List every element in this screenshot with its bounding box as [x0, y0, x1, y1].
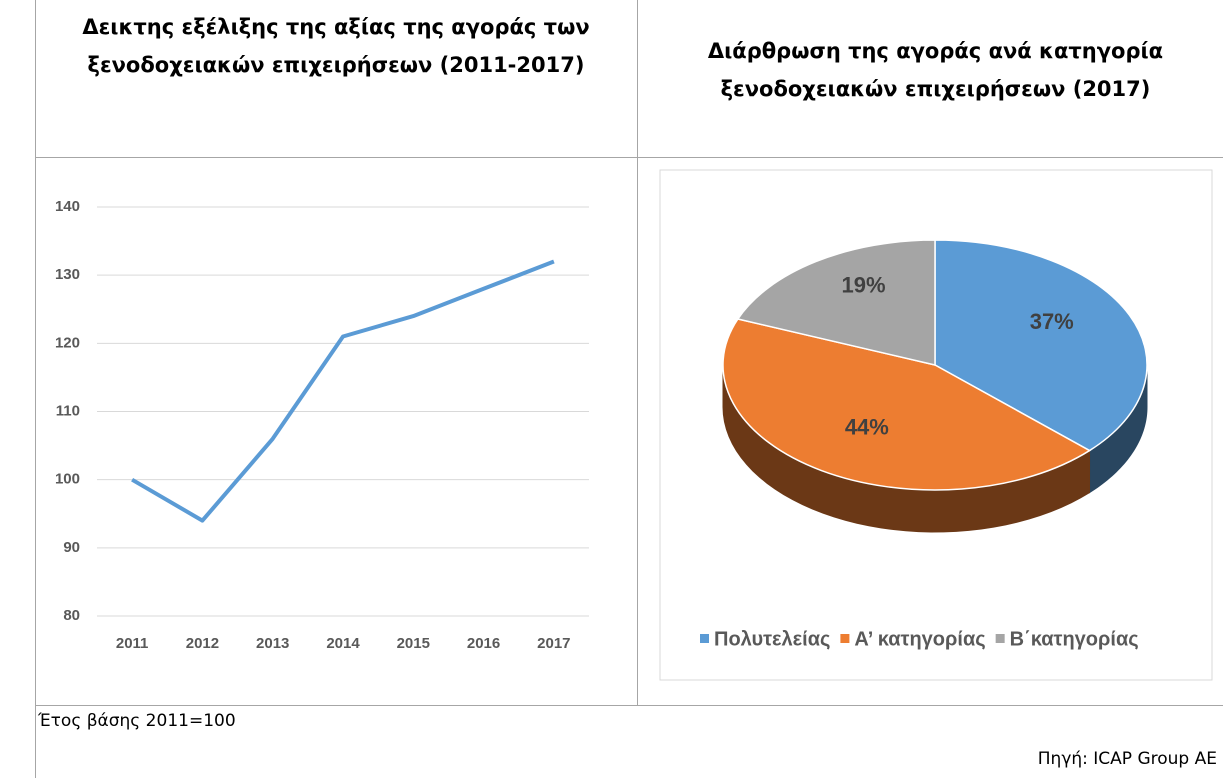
y-tick-label: 80 — [63, 607, 80, 624]
y-tick-label: 120 — [55, 334, 80, 351]
y-tick-label: 90 — [63, 539, 80, 556]
x-tick-label: 2012 — [186, 635, 219, 652]
legend-label: Β΄κατηγορίας — [1010, 628, 1139, 650]
x-tick-label: 2016 — [467, 635, 500, 652]
legend-swatch — [840, 634, 850, 643]
x-tick-label: 2011 — [116, 635, 149, 652]
table-border — [637, 0, 638, 706]
y-tick-label: 110 — [56, 402, 80, 419]
x-tick-label: 2015 — [397, 635, 430, 652]
legend-swatch — [995, 634, 1005, 643]
x-tick-label: 2017 — [537, 635, 570, 652]
pie-slice — [722, 318, 1092, 491]
legend-swatch — [700, 634, 709, 643]
pie-slice — [934, 239, 1148, 452]
data-label: 44% — [845, 415, 889, 440]
legend-label: Α’ κατηγορίας — [854, 628, 985, 650]
y-tick-label: 130 — [55, 266, 80, 283]
table-border — [35, 0, 36, 778]
data-label: 37% — [1030, 309, 1074, 334]
y-tick-label: 100 — [55, 471, 80, 488]
note: Έτος βάσης 2011=100 — [38, 711, 236, 731]
pie-slice — [736, 239, 936, 366]
legend-label: Πολυτελείας — [714, 628, 830, 650]
x-tick-label: 2014 — [326, 635, 360, 652]
source: Πηγή: ICAP Group AE — [1037, 749, 1217, 769]
pie-title: Διάρθρωση της αγοράς ανά κατηγορία ξενοδ… — [707, 39, 1164, 101]
table-border — [35, 705, 1223, 706]
table-border — [35, 157, 1223, 158]
data-label: 19% — [841, 273, 885, 298]
pie-frame — [659, 169, 1213, 681]
y-tick-label: 140 — [55, 198, 80, 215]
x-tick-label: 2013 — [256, 635, 289, 652]
line-series — [131, 259, 555, 523]
line-title: Δεικτης εξέλιξης της αξίας της αγοράς τω… — [82, 15, 590, 77]
